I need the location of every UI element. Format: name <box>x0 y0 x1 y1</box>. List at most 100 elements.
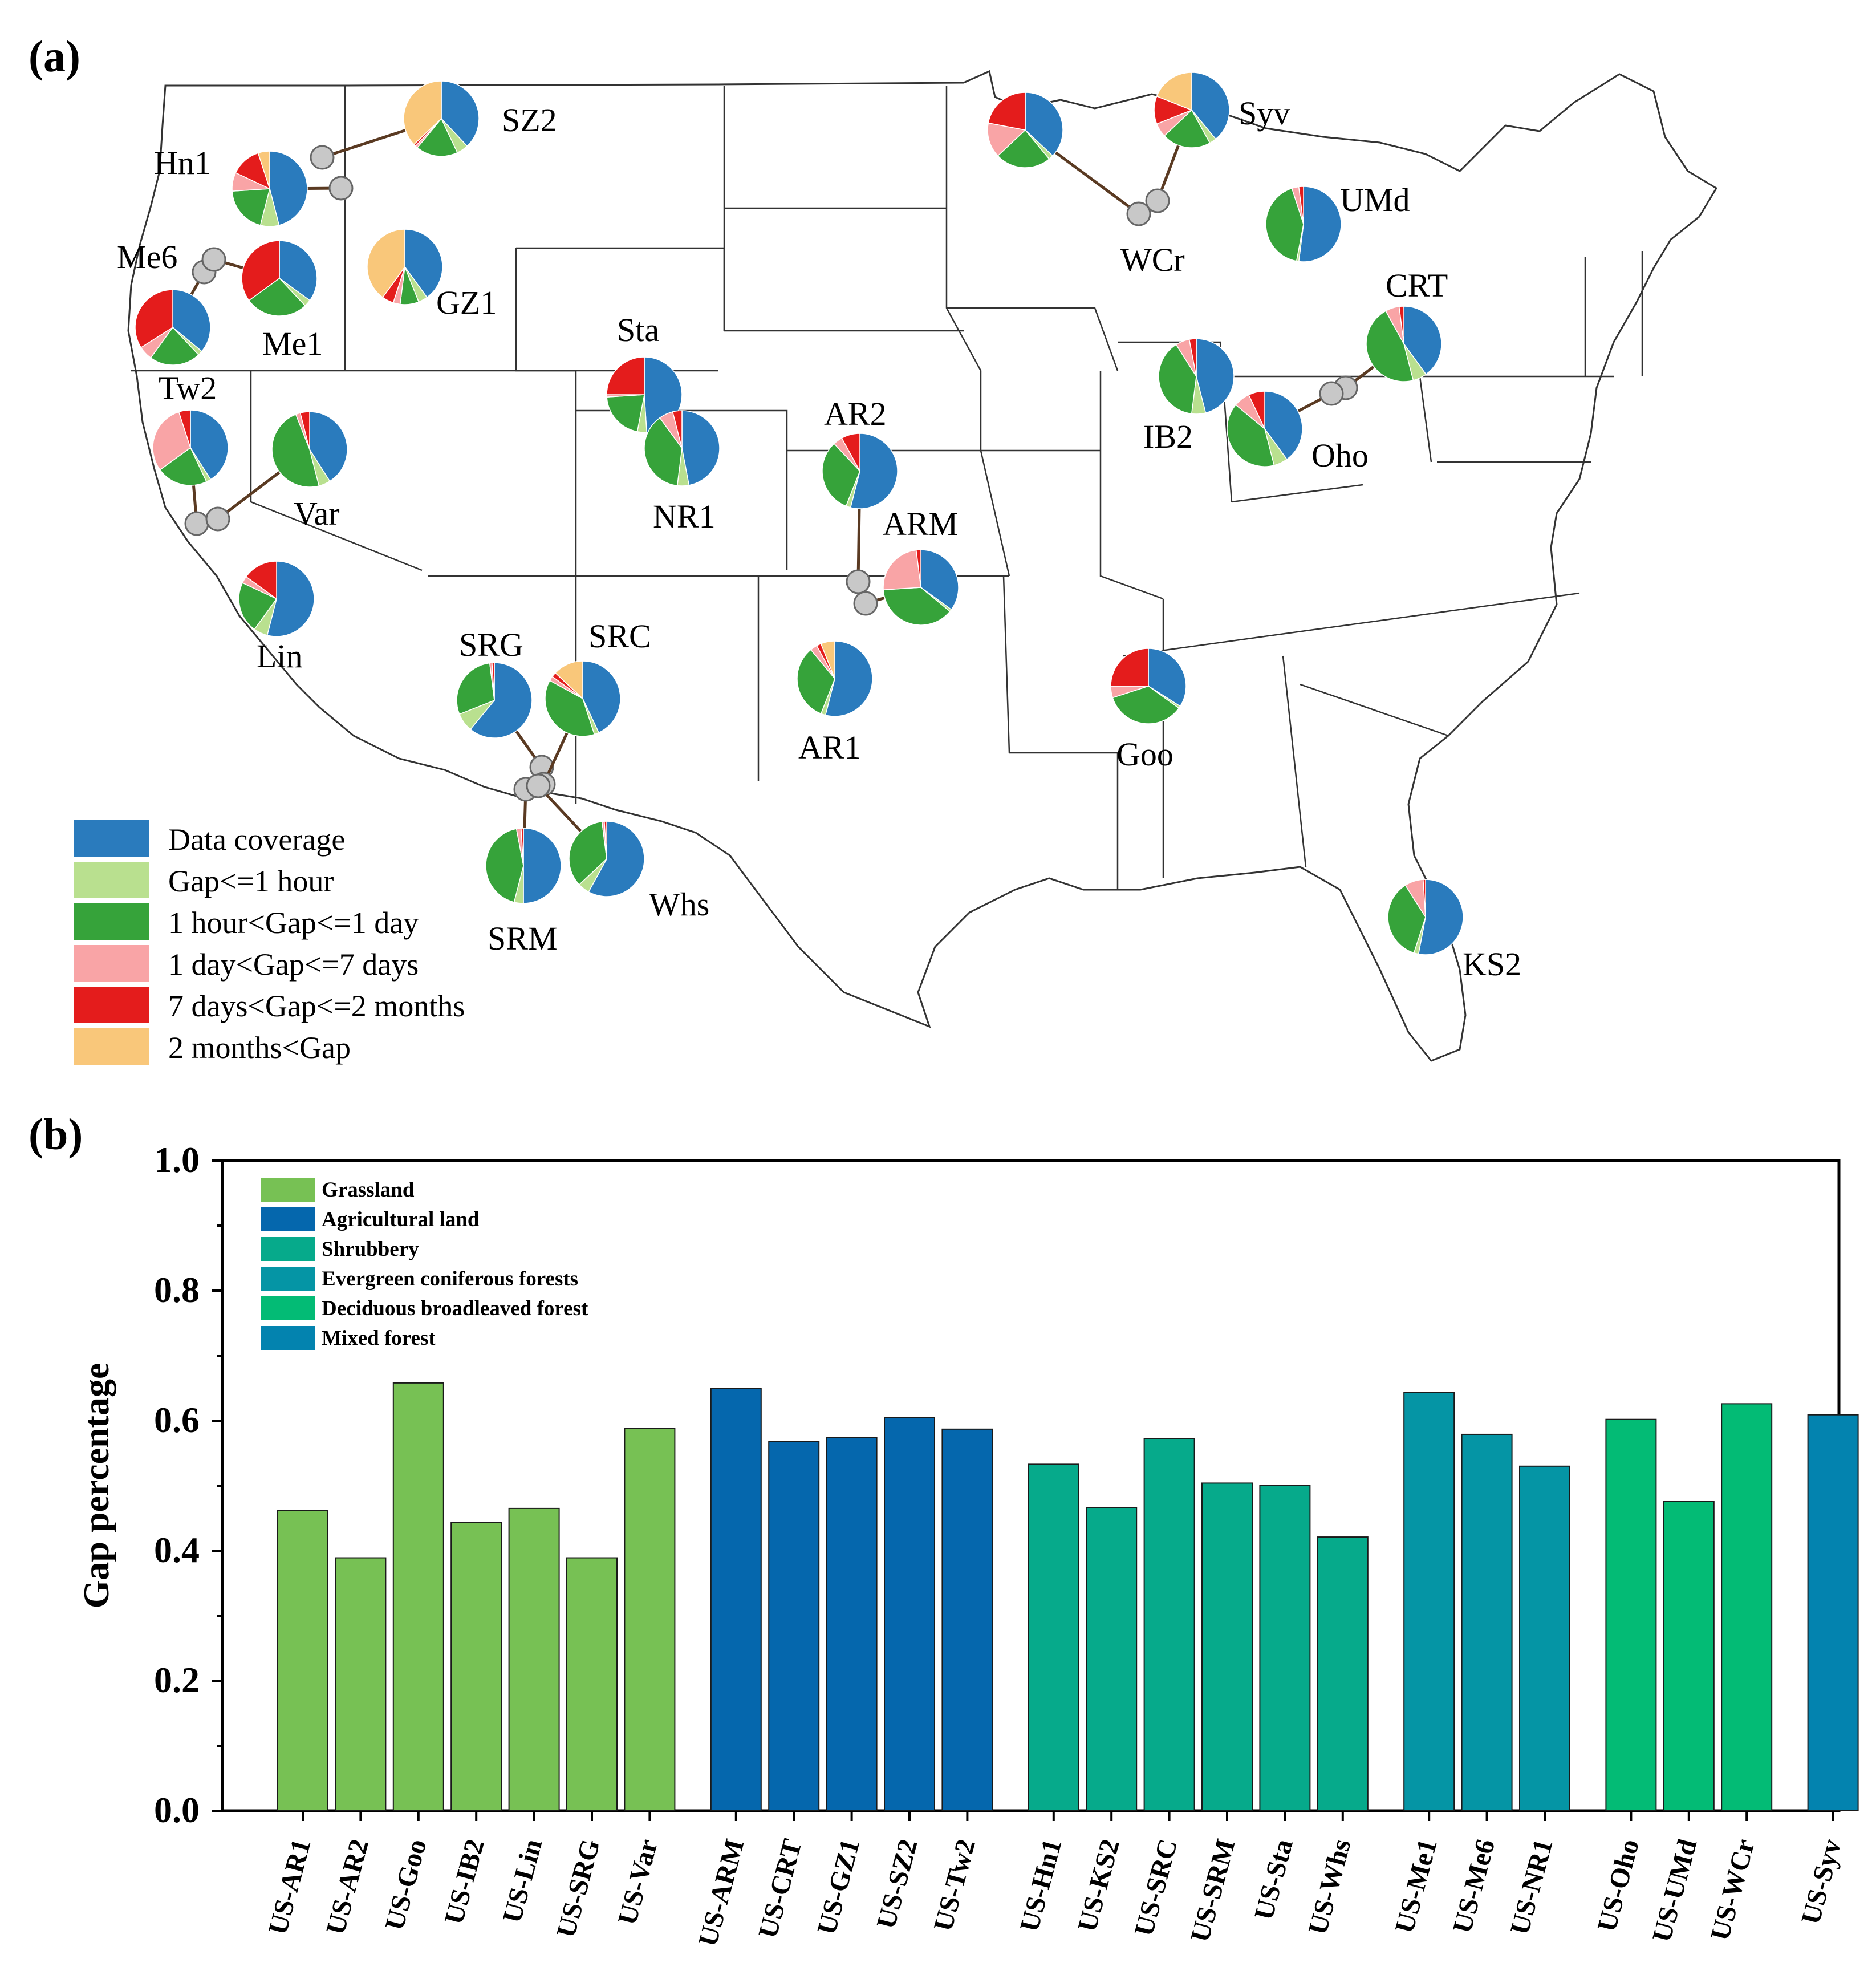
site-marker-Hn1-0 <box>328 176 354 201</box>
x-tick-label-US-AR2: US-AR2 <box>320 1836 375 1938</box>
pie-slice-CRT-0 <box>1403 306 1442 375</box>
y-tick-label-1: 0.2 <box>154 1660 200 1700</box>
bar-US-UMd <box>1663 1501 1715 1812</box>
pie-slice-Tw2-3 <box>152 411 191 471</box>
pie-Whs <box>526 773 645 897</box>
pie-slice-UMd-4 <box>1298 186 1304 225</box>
pie-slice-Me6-0 <box>172 289 211 352</box>
pie-slice-Hn1-0 <box>269 151 308 226</box>
bar-US-Syv <box>1807 1414 1859 1811</box>
pie-slice-Whs-0 <box>588 821 645 897</box>
legend-a-swatch-2 <box>74 903 149 940</box>
us-outline <box>127 70 1718 1062</box>
site-label-Oho: Oho <box>1311 437 1369 474</box>
site-label-ARM: ARM <box>883 505 958 542</box>
pie-CRT <box>1333 306 1442 400</box>
legend-a-swatch-3 <box>74 945 149 982</box>
pie-slice-KS2-0 <box>1418 879 1464 955</box>
y-tick-label-2: 0.4 <box>154 1530 200 1570</box>
pie-slice-IB2-4 <box>1188 338 1197 377</box>
bar-US-Sta <box>1259 1485 1311 1811</box>
bar-US-ARM <box>710 1388 762 1811</box>
bar-US-NR1 <box>1519 1465 1570 1812</box>
site-marker-WCr-0 <box>1126 201 1151 226</box>
pie-slice-NR1-2 <box>644 417 683 486</box>
site-label-CRT: CRT <box>1386 267 1448 304</box>
x-tick-label-US-UMd: US-UMd <box>1647 1836 1703 1945</box>
pie-slice-Oho-2 <box>1227 404 1275 467</box>
bar-US-Lin <box>508 1507 560 1811</box>
bar-US-IB2 <box>450 1522 502 1811</box>
x-tick-label-US-Whs: US-Whs <box>1302 1836 1357 1938</box>
x-tick-label-US-SRG: US-SRG <box>551 1836 606 1941</box>
legend-a-swatch-0 <box>74 820 149 857</box>
site-label-Hn1: Hn1 <box>154 144 211 181</box>
pie-AR2 <box>822 433 898 594</box>
site-marker-Var-0 <box>205 506 230 532</box>
bar-US-AR1 <box>277 1510 328 1812</box>
x-tick-label-US-SRC: US-SRC <box>1128 1836 1183 1939</box>
site-label-AR1: AR1 <box>798 729 861 766</box>
legend-b: Grassland Agricultural land Shrubbery Ev… <box>261 1178 588 1350</box>
bar-US-WCr <box>1721 1403 1773 1812</box>
legend-b-label-4: Deciduous broadleaved forest <box>322 1297 588 1320</box>
pie-slice-Hn1-2 <box>232 188 270 226</box>
x-tick-label-US-Sta: US-Sta <box>1249 1836 1299 1923</box>
pie-slice-Var-4 <box>299 411 310 450</box>
pie-slice-SRM-4 <box>521 828 524 866</box>
legend-a-label-0: Data coverage <box>168 822 345 857</box>
pie-slice-SRG-4 <box>492 662 495 701</box>
pie-UMd <box>1265 186 1342 262</box>
pie-Tw2 <box>152 409 229 536</box>
pie-slice-SRC-2 <box>545 680 595 737</box>
legend-b-swatch-5 <box>261 1326 315 1350</box>
pie-slice-Whs-2 <box>569 821 607 886</box>
bar-US-Goo <box>392 1382 444 1811</box>
pie-IB2 <box>1158 338 1235 415</box>
site-label-WCr: WCr <box>1120 241 1185 278</box>
site-marker-ARM-0 <box>853 591 878 616</box>
pie-slice-Lin-4 <box>245 561 277 600</box>
legend-b-swatch-1 <box>261 1207 315 1231</box>
y-tick-label-0: 0.0 <box>154 1790 200 1830</box>
site-label-UMd: UMd <box>1340 181 1410 218</box>
y-axis-title: Gap percentage <box>76 1363 116 1609</box>
pie-Me6 <box>135 259 217 366</box>
x-tick-label-US-Lin: US-Lin <box>497 1836 548 1926</box>
pie-slice-SZ2-0 <box>441 80 480 147</box>
pie-slice-Sta-4 <box>606 356 645 395</box>
pie-slice-AR1-0 <box>825 640 873 717</box>
pie-slice-Hn1-5 <box>257 151 270 189</box>
legend-b-swatch-3 <box>261 1267 315 1291</box>
pie-slice-SRG-0 <box>469 662 533 739</box>
site-marker-SZ2-0 <box>310 145 335 170</box>
legend-a: Data coverage Gap<=1 hour 1 hour<Gap<=1 … <box>74 820 465 1065</box>
legend-a-label-5: 2 months<Gap <box>168 1031 351 1065</box>
x-tick-label-US-Me1: US-Me1 <box>1389 1836 1443 1936</box>
pie-slice-Sta-2 <box>606 394 645 432</box>
legend-b-label-0: Grassland <box>322 1178 415 1202</box>
bar-US-SZ2 <box>884 1417 935 1812</box>
legend-a-label-1: Gap<=1 hour <box>168 864 334 898</box>
panel-a: (a) <box>29 31 1718 1065</box>
legend-a-swatch-5 <box>74 1028 149 1065</box>
pie-slice-KS2-2 <box>1387 885 1426 954</box>
pie-slice-ARM-0 <box>920 549 959 610</box>
site-label-Sta: Sta <box>617 311 659 348</box>
x-tick-label-US-WCr: US-WCr <box>1705 1836 1761 1944</box>
site-marker-Oho-0 <box>1319 381 1344 406</box>
pie-SZ2 <box>310 80 480 170</box>
x-tick-label-US-SZ2: US-SZ2 <box>871 1836 924 1932</box>
y-axis: 0.0 0.2 0.4 0.6 0.8 1.0 <box>154 1139 200 1830</box>
site-label-Me6: Me6 <box>117 238 177 275</box>
site-label-NR1: NR1 <box>653 498 716 535</box>
legend-b-swatch-4 <box>261 1296 315 1320</box>
pie-slice-SRM-0 <box>523 828 562 904</box>
legend-b-label-3: Evergreen coniferous forests <box>322 1267 578 1291</box>
legend-a-swatch-4 <box>74 987 149 1023</box>
x-tick-label-US-AR1: US-AR1 <box>262 1836 316 1938</box>
site-label-SRG: SRG <box>459 626 523 663</box>
pie-slice-Me6-2 <box>150 326 200 366</box>
pie-slice-Me6-4 <box>135 289 173 348</box>
x-tick-label-US-ARM: US-ARM <box>693 1836 750 1949</box>
